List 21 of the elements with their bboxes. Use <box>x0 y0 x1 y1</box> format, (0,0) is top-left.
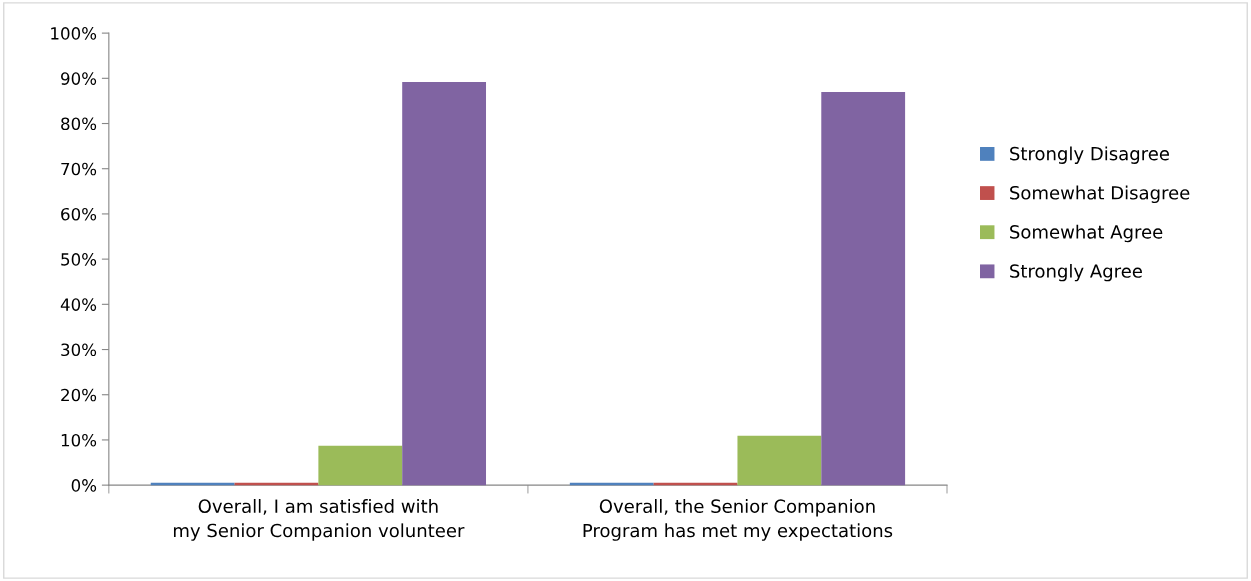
legend-label: Somewhat Agree <box>1010 224 1163 243</box>
bar <box>821 91 906 486</box>
y-tick-label: 50% <box>61 253 97 266</box>
bar <box>318 445 403 486</box>
y-tick-label: 40% <box>60 298 97 311</box>
y-tick-label: 100% <box>51 27 97 40</box>
legend-label: Strongly Agree <box>1010 263 1142 282</box>
y-tick-label: 30% <box>61 343 97 357</box>
bar <box>737 435 822 486</box>
x-tick-label: Overall, the Senior Companion Program has met my expectations <box>583 499 893 541</box>
x-tick-label: Overall, I am satisfied with my Senior Companion volunteer <box>173 499 465 541</box>
y-tick-label: 60% <box>61 207 97 221</box>
y-tick-label: 0% <box>71 479 97 492</box>
y-tick-label: 10% <box>61 433 97 447</box>
legend-label: Somewhat Disagree <box>1010 185 1190 204</box>
y-tick-label: 70% <box>61 162 97 176</box>
y-tick-label: 90% <box>61 72 97 85</box>
legend-label: Strongly Disagree <box>1010 146 1169 164</box>
y-tick-label: 20% <box>61 388 97 402</box>
bar <box>402 81 487 486</box>
y-tick-label: 80% <box>61 117 97 131</box>
